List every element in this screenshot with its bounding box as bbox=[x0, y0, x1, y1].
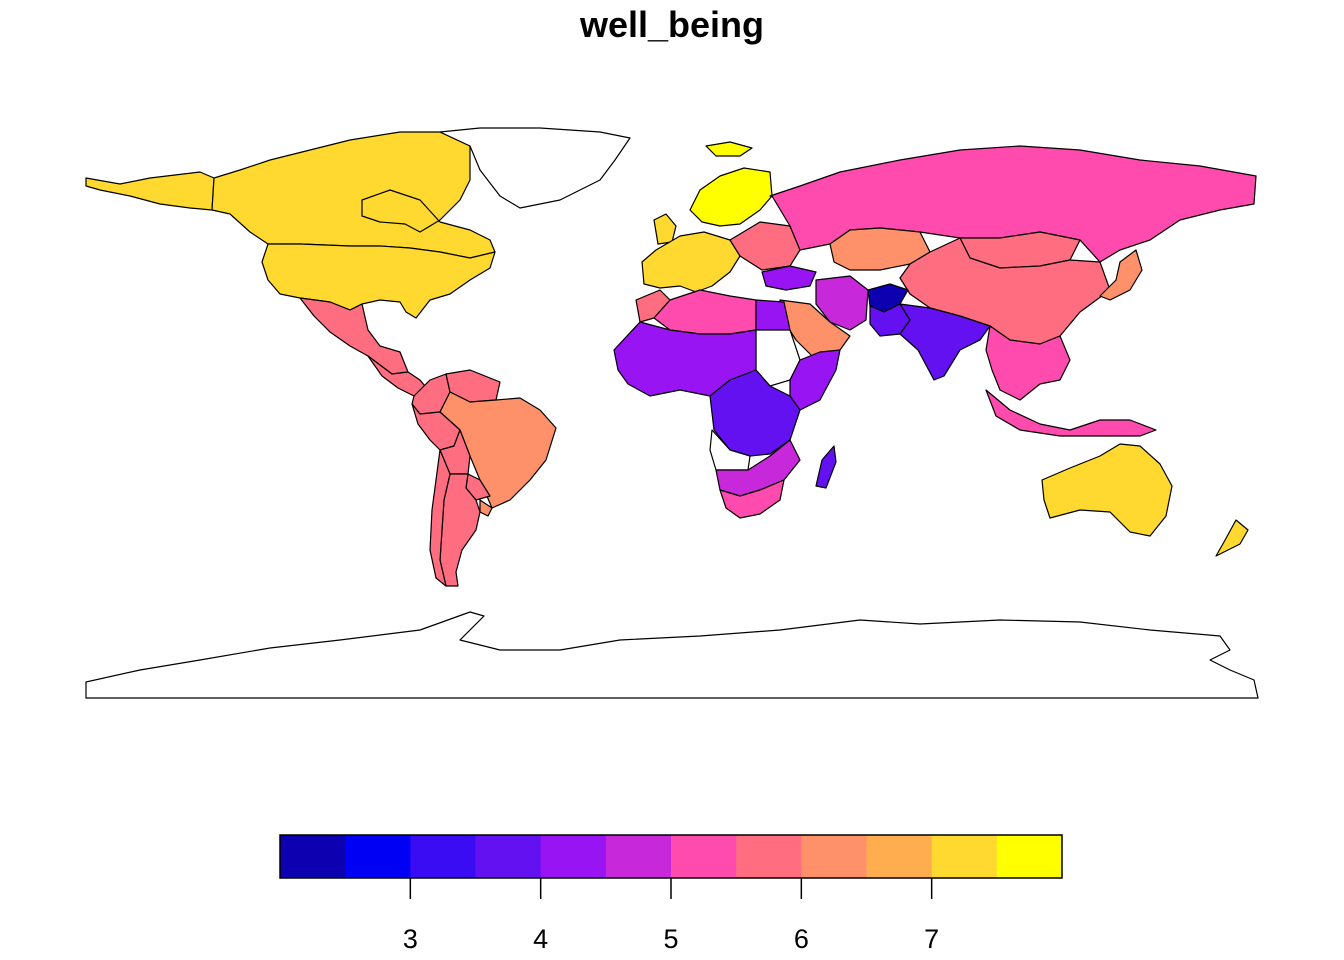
legend-tick-label: 6 bbox=[794, 924, 809, 954]
region-scandinavia bbox=[689, 167, 773, 227]
region-antarctica bbox=[85, 611, 1259, 699]
region-indonesia bbox=[985, 389, 1157, 437]
region-mexico bbox=[299, 297, 409, 375]
region-united-states bbox=[261, 243, 496, 319]
region-iran bbox=[815, 275, 869, 331]
legend-bin bbox=[345, 835, 411, 878]
legend-bin bbox=[866, 835, 933, 878]
legend-tick-label: 7 bbox=[924, 924, 939, 954]
region-south-africa bbox=[719, 479, 785, 519]
map-title: well_being bbox=[579, 4, 765, 45]
legend-color-bins bbox=[280, 835, 1063, 878]
region-uruguay bbox=[479, 499, 493, 517]
region-new-zealand bbox=[1215, 519, 1249, 557]
region-western-europe bbox=[641, 231, 741, 293]
region-southeast-asia bbox=[985, 325, 1071, 401]
region-india bbox=[899, 303, 991, 381]
country-layer bbox=[85, 127, 1259, 699]
legend-tick-label: 3 bbox=[403, 924, 418, 954]
region-united-kingdom bbox=[653, 213, 677, 245]
region-iceland bbox=[705, 141, 753, 157]
region-japan bbox=[1099, 249, 1143, 301]
region-eastern-europe bbox=[729, 221, 801, 271]
legend-bin bbox=[410, 835, 476, 878]
region-chile bbox=[429, 449, 451, 587]
legend-tick-label: 4 bbox=[533, 924, 548, 954]
legend-bin bbox=[671, 835, 737, 878]
legend-bin bbox=[475, 835, 542, 878]
region-egypt bbox=[755, 299, 791, 331]
legend-ticks: 3 4 5 6 7 bbox=[403, 878, 939, 954]
region-greenland bbox=[439, 127, 631, 209]
legend-tick-label: 5 bbox=[663, 924, 678, 954]
region-north-africa bbox=[653, 289, 757, 335]
legend-bin bbox=[280, 835, 346, 878]
legend-bin bbox=[931, 835, 998, 878]
legend-bin bbox=[736, 835, 802, 878]
legend-bin bbox=[801, 835, 867, 878]
color-legend: 3 4 5 6 7 bbox=[279, 834, 1063, 954]
legend-bin bbox=[605, 835, 672, 878]
region-australia bbox=[1041, 443, 1173, 537]
region-turkey bbox=[761, 265, 817, 291]
legend-bin bbox=[540, 835, 607, 878]
legend-bin bbox=[996, 835, 1063, 878]
region-canada bbox=[211, 131, 496, 259]
region-alaska bbox=[85, 171, 215, 211]
region-madagascar bbox=[815, 445, 837, 489]
